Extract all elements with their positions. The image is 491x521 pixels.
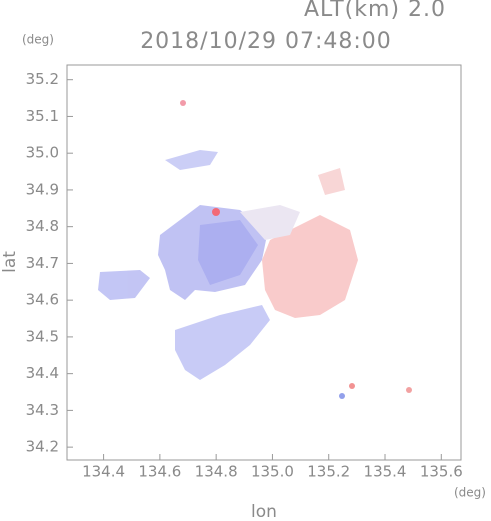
y-tick-label: 34.8 (26, 217, 59, 235)
x-tick-label: 135.0 (251, 463, 294, 481)
chart-title: 2018/10/29 07:48:00 (140, 29, 392, 54)
y-tick-label: 35.2 (26, 70, 59, 88)
y-tick-label: 34.2 (26, 438, 59, 456)
x-tick-label: 134.6 (138, 463, 181, 481)
echo-field (98, 100, 412, 399)
x-tick-label: 134.8 (195, 463, 238, 481)
x-tick-label: 135.4 (364, 463, 407, 481)
y-tick-label: 34.6 (26, 291, 59, 309)
y-tick-label: 34.9 (26, 180, 59, 198)
y-axis-label: lat (0, 251, 20, 273)
y-tick-label: 34.7 (26, 254, 59, 272)
x-tick-label: 135.6 (420, 463, 463, 481)
plot-frame (66, 64, 462, 461)
y-tick-label: 34.4 (26, 364, 59, 382)
x-unit: (deg) (454, 486, 486, 500)
x-axis-label: lon (251, 502, 277, 521)
y-unit: (deg) (22, 33, 54, 47)
y-tick-label: 34.5 (26, 327, 59, 345)
y-tick-label: 35.0 (26, 144, 59, 162)
y-tick-label: 34.3 (26, 401, 59, 419)
x-tick-label: 135.2 (307, 463, 350, 481)
x-tick-label: 134.4 (82, 463, 125, 481)
y-tick-label: 35.1 (26, 107, 59, 125)
altitude-label: ALT(km) 2.0 (304, 0, 446, 22)
